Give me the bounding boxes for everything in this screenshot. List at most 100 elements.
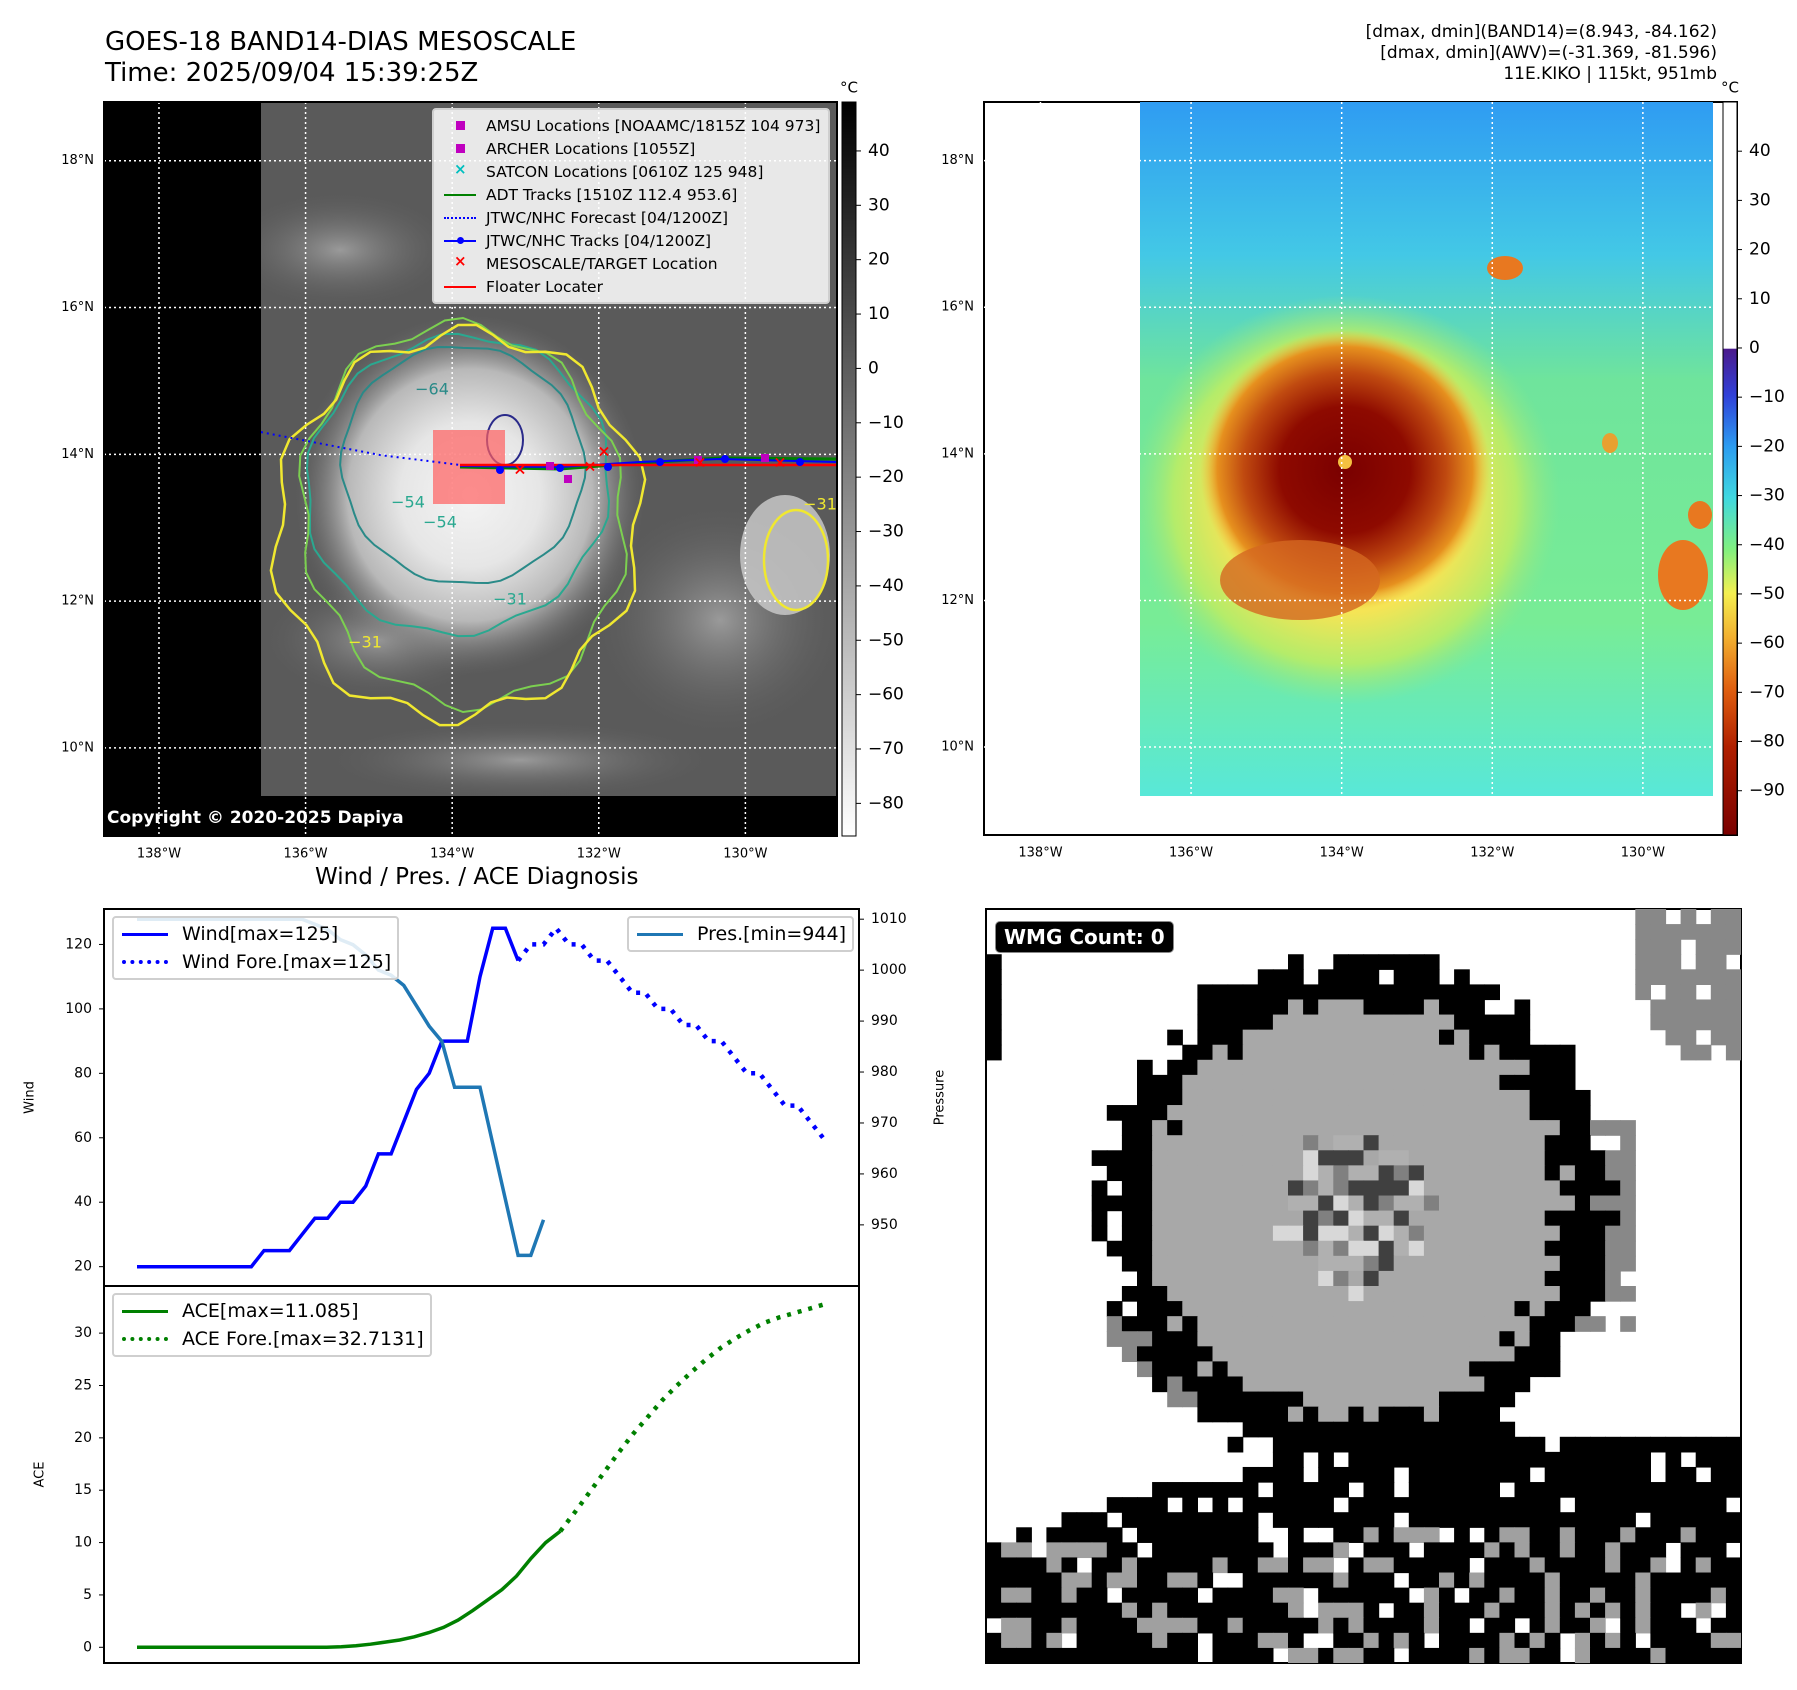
wmg-cell <box>1227 1240 1244 1257</box>
wmg-cell <box>1544 1587 1561 1604</box>
wmg-cell <box>1167 1195 1183 1212</box>
wmg-cell <box>1469 1376 1485 1393</box>
wmg-cell <box>1454 1044 1470 1061</box>
wmg-cell <box>1303 1105 1319 1121</box>
wmg-cell <box>1242 1225 1259 1242</box>
wmg-cell <box>1106 1240 1123 1257</box>
wmg-cell <box>1710 1557 1727 1574</box>
wmg-cell <box>1212 1361 1229 1378</box>
wmg-cell <box>1197 1120 1214 1136</box>
wmg-cell <box>1303 1572 1319 1589</box>
wv-lat-label: 18°N <box>941 153 974 168</box>
wmg-cell <box>1423 1647 1440 1663</box>
wmg-cell <box>1363 1286 1380 1302</box>
wmg-cell <box>1212 1602 1229 1619</box>
wmg-cell <box>1665 1617 1682 1634</box>
wmg-cell <box>1695 1542 1712 1559</box>
wmg-cell <box>1423 1135 1440 1151</box>
wmg-cell <box>1152 1331 1168 1347</box>
wmg-cell <box>1242 1180 1259 1197</box>
wmg-cell <box>1167 1602 1183 1619</box>
wmg-cell <box>1303 1165 1319 1182</box>
wmg-cell <box>1288 1270 1304 1287</box>
wmg-cell <box>1725 909 1741 925</box>
wmg-cell <box>1242 1391 1259 1408</box>
wmg-cell <box>1514 1074 1531 1091</box>
wmg-cell <box>1439 1135 1455 1151</box>
wmg-cell <box>1288 1225 1304 1242</box>
wmg-cell <box>1529 1044 1546 1061</box>
wmg-cell <box>1484 1225 1500 1242</box>
wmg-cell <box>1318 1316 1334 1332</box>
wmg-cell <box>1182 1089 1198 1106</box>
wmg-cell <box>1167 1376 1183 1393</box>
info-line-3: 11E.KIKO | 115kt, 951mb <box>1503 64 1717 84</box>
wmg-cell <box>1137 1150 1153 1166</box>
wmg-cell <box>1167 1150 1183 1166</box>
legend-pressure: Pres.[min=944] <box>635 920 846 948</box>
wmg-cell <box>1408 1482 1425 1498</box>
wmg-cell <box>1152 1497 1168 1513</box>
wind-ytick-label: 40 <box>74 1194 92 1210</box>
legend-archer-label: ARCHER Locations [1055Z] <box>486 139 696 158</box>
wmg-cell <box>1182 1647 1198 1663</box>
wmg-cell <box>1544 1150 1561 1166</box>
wmg-cell <box>1227 1195 1244 1212</box>
wmg-cell <box>1212 1135 1229 1151</box>
wmg-cell <box>1710 1029 1727 1046</box>
wmg-cell <box>1484 1376 1500 1393</box>
ace-ytick-label: 5 <box>83 1587 92 1603</box>
wmg-cell <box>1272 1421 1289 1438</box>
wmg-cell <box>1227 1587 1244 1604</box>
wmg-cell <box>1227 1301 1244 1317</box>
wmg-cell <box>1408 1512 1425 1528</box>
wmg-cell <box>1182 1527 1198 1543</box>
line-icon <box>442 183 478 206</box>
wmg-cell <box>1061 1617 1078 1634</box>
wmg-cell <box>1423 1210 1440 1227</box>
wmg-cell <box>1680 1497 1697 1513</box>
wmg-cell <box>1137 1512 1153 1528</box>
wmg-cell <box>1227 1014 1244 1031</box>
wmg-cell <box>1363 1331 1380 1347</box>
wmg-cell <box>1257 1617 1274 1634</box>
wmg-cell <box>1272 1316 1289 1332</box>
wmg-cell <box>1393 1059 1410 1076</box>
wmg-cell <box>1529 1135 1546 1151</box>
wmg-cell <box>986 1602 1002 1619</box>
wmg-cell <box>1439 1286 1455 1302</box>
wmg-cell <box>1725 1029 1741 1046</box>
wmg-cell <box>1257 1165 1274 1182</box>
wmg-cell <box>1680 1527 1697 1543</box>
wmg-cell <box>1650 954 1667 970</box>
wmg-cell <box>1665 1014 1682 1031</box>
wmg-cell <box>1393 1346 1410 1362</box>
wmg-cell <box>1408 1150 1425 1166</box>
wmg-cell <box>1091 1572 1108 1589</box>
wmg-cell <box>1454 1451 1470 1468</box>
wmg-cell <box>1499 1105 1516 1121</box>
wmg-cell <box>1423 1074 1440 1091</box>
wmg-cell <box>1242 1105 1259 1121</box>
wmg-cell <box>1408 1301 1425 1317</box>
wmg-cell <box>1710 909 1727 925</box>
wmg-cell <box>1318 1255 1334 1272</box>
wmg-cell <box>1725 1527 1741 1543</box>
wmg-cell <box>1439 1089 1455 1106</box>
wmg-cell <box>1272 969 1289 985</box>
wmg-cell <box>1182 1165 1198 1182</box>
wmg-cell <box>1288 1346 1304 1362</box>
wv-colorbar-label: −30 <box>1749 486 1785 506</box>
wmg-cell <box>1680 1029 1697 1046</box>
wmg-cell <box>1514 1105 1531 1121</box>
wmg-cell <box>1469 1436 1485 1453</box>
wmg-cell <box>1544 1316 1561 1332</box>
wmg-cell <box>1318 1210 1334 1227</box>
wmg-cell <box>1635 1482 1651 1498</box>
wmg-cell <box>1242 1074 1259 1091</box>
wmg-cell <box>1227 1074 1244 1091</box>
wmg-cell <box>1288 1105 1304 1121</box>
wmg-cell <box>1001 1647 1017 1663</box>
wmg-cell <box>1288 954 1304 970</box>
wmg-cell <box>1303 1301 1319 1317</box>
